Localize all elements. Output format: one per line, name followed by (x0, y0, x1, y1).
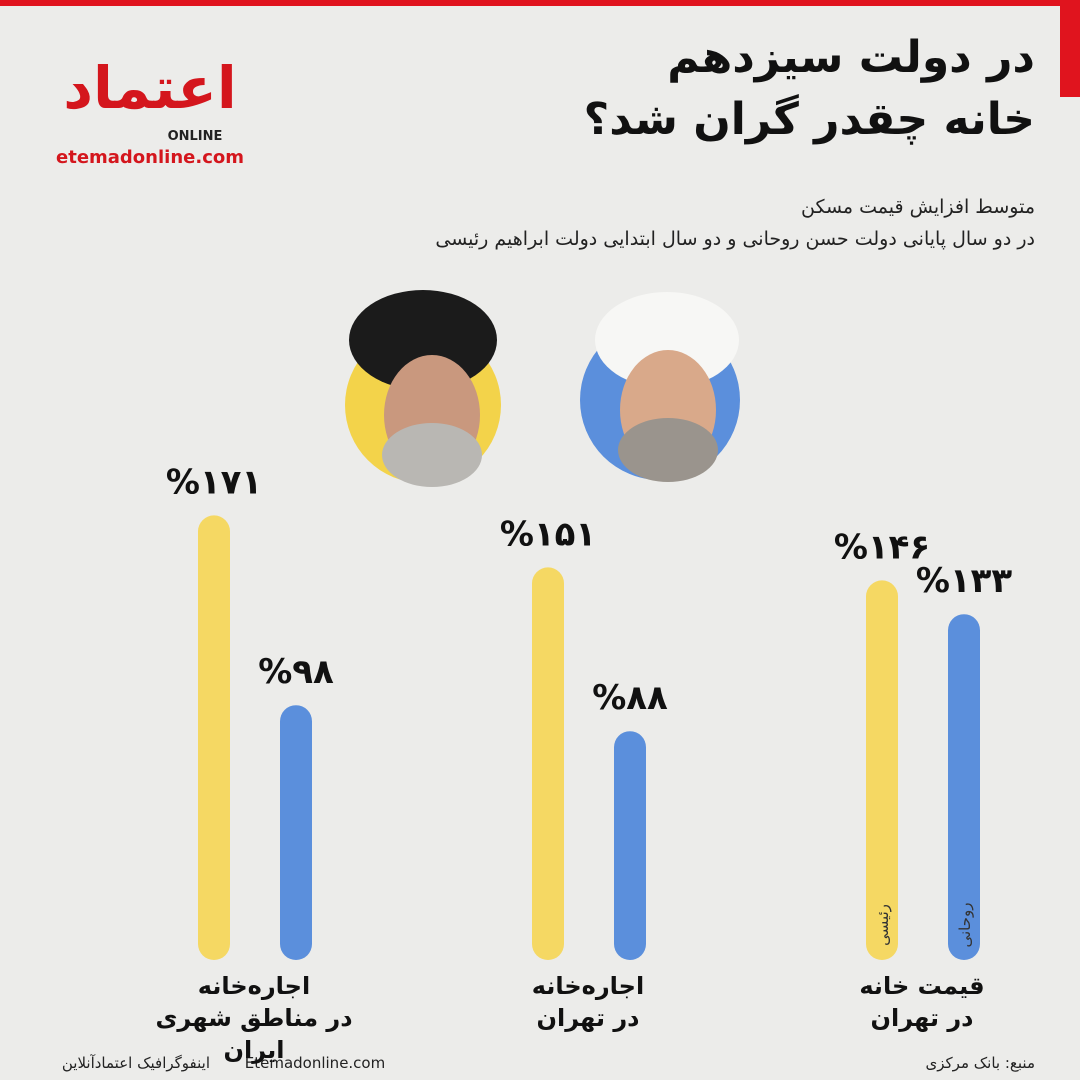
title: خانه چقدر گران شد؟ (584, 93, 1035, 145)
bar (614, 731, 646, 960)
bar (948, 614, 980, 960)
beard (382, 423, 482, 487)
turban-black (349, 290, 497, 390)
bar (866, 580, 898, 960)
credit: اینفوگرافیک اعتمادآنلاین (62, 1054, 210, 1072)
logo-mark: اعتماد (63, 54, 237, 122)
legend-label: رئیسی (874, 904, 892, 946)
category-label: قیمت خانه در تهران (859, 972, 985, 1032)
portraits (345, 290, 740, 487)
logo: اعتماد ONLINE etemadonline.com (56, 54, 244, 168)
corner-stripe (1060, 0, 1080, 97)
title: در دولت سیزدهم (667, 32, 1035, 83)
site: Etemadonline.com (245, 1054, 385, 1072)
category-label: اجاره‌خانه در مناطق شهری ایران (155, 972, 353, 1064)
value-label: %۱۷۱ (166, 462, 262, 502)
bar (198, 515, 230, 960)
top-stripe (0, 0, 1080, 6)
logo-url: etemadonline.com (56, 147, 244, 168)
category-label: اجاره‌خانه در تهران (531, 972, 645, 1032)
value-label: %۱۴۶ (834, 527, 930, 567)
logo-sub: ONLINE (168, 129, 223, 144)
value-label: %۹۸ (258, 652, 334, 692)
beard (618, 418, 718, 482)
turban-white (595, 292, 739, 388)
subtitle: در دو سال پایانی دولت حسن روحانی و دو سا… (435, 228, 1035, 250)
legend-label: روحانی (956, 902, 974, 947)
value-label: %۱۵۱ (500, 514, 596, 554)
source: منبع: بانک مرکزی (926, 1054, 1035, 1072)
bar (280, 705, 312, 960)
subtitle: متوسط افزایش قیمت مسکن (801, 196, 1035, 218)
bar (532, 567, 564, 960)
value-label: %۱۳۳ (916, 561, 1013, 601)
value-label: %۸۸ (592, 678, 668, 718)
